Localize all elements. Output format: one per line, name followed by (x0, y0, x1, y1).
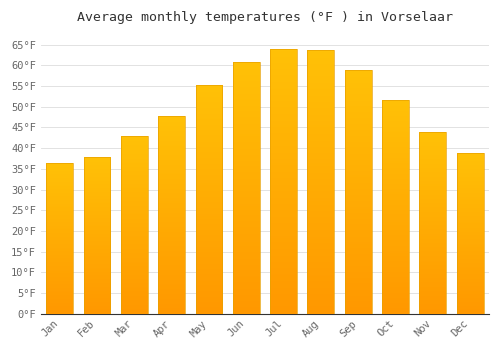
Bar (457, 153, 483, 314)
Bar (345, 70, 372, 314)
Bar (382, 100, 409, 314)
Bar (121, 136, 148, 314)
Title: Average monthly temperatures (°F ) in Vorselaar: Average monthly temperatures (°F ) in Vo… (77, 11, 453, 24)
Bar (270, 49, 297, 314)
Bar (46, 163, 73, 314)
Bar (308, 50, 334, 314)
Bar (196, 85, 222, 314)
Bar (84, 157, 110, 314)
Bar (233, 62, 260, 314)
Bar (420, 132, 446, 314)
Bar (158, 116, 185, 314)
